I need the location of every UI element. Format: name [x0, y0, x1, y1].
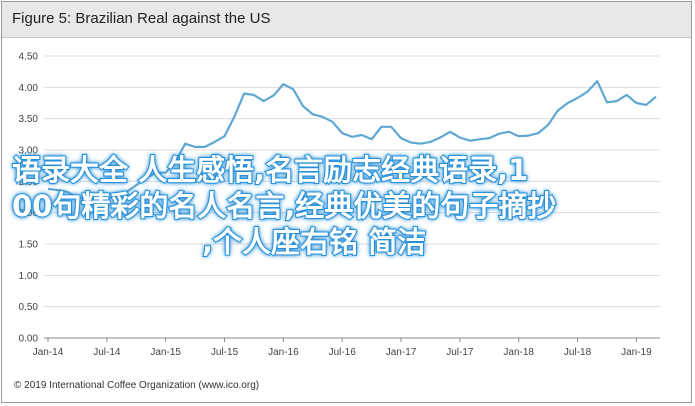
y-tick-label: 2.00	[19, 208, 39, 219]
x-tick-label: Jul-16	[329, 347, 357, 358]
title-bar: Figure 5: Brazilian Real against the US	[2, 2, 691, 38]
y-tick-label: 4.00	[19, 83, 39, 94]
chart-title: Figure 5: Brazilian Real against the US	[12, 10, 271, 27]
copyright-footer: © 2019 International Coffee Organization…	[14, 380, 260, 391]
x-tick-label: Jul-18	[564, 347, 592, 358]
grid-lines	[44, 55, 660, 339]
y-tick-label: 3.50	[19, 114, 39, 125]
y-tick-label: 1.50	[19, 240, 39, 251]
overlay-line-2: 00句精彩的名人名言,经典优美的句子摘抄	[11, 188, 557, 224]
x-tick-label: Jan-14	[33, 347, 64, 358]
y-tick-label: 2.50	[19, 177, 39, 188]
y-tick-label: 3.00	[19, 146, 39, 157]
watermark-overlay-text: 语录大全 人生感悟,名言励志经典语录,1 00句精彩的名人名言,经典优美的句子摘…	[11, 152, 672, 260]
x-tick-label: Jul-14	[93, 347, 121, 358]
overlay-line-3: ,个人座右铭 简洁	[201, 224, 427, 260]
series-line	[47, 80, 657, 200]
x-tick-label: Jul-17	[446, 347, 474, 358]
y-tick-labels: 0.00 0.50 1.00 1.50 2.00 2.50 3.00 3.50 4.00 4.50	[19, 52, 39, 345]
x-tick-label: Jan-18	[503, 347, 534, 358]
x-tick-label: Jan-16	[268, 347, 299, 358]
overlay-line-1: 语录大全 人生感悟,名言励志经典语录,1	[11, 152, 529, 188]
x-tick-label: Jan-17	[386, 347, 417, 358]
x-tick-labels: Jan-14 Jul-14 Jan-15 Jul-15 Jan-16 Jul-16 Jan-…	[33, 338, 652, 358]
x-tick-label: Jul-15	[211, 347, 239, 358]
x-tick-label: Jan-15	[150, 347, 181, 358]
y-tick-label: 4.50	[19, 52, 39, 63]
x-tick-label: Jan-19	[621, 347, 652, 358]
y-tick-label: 1.00	[19, 271, 39, 282]
y-tick-label: 0.00	[19, 334, 39, 345]
y-tick-label: 0.50	[19, 302, 39, 313]
